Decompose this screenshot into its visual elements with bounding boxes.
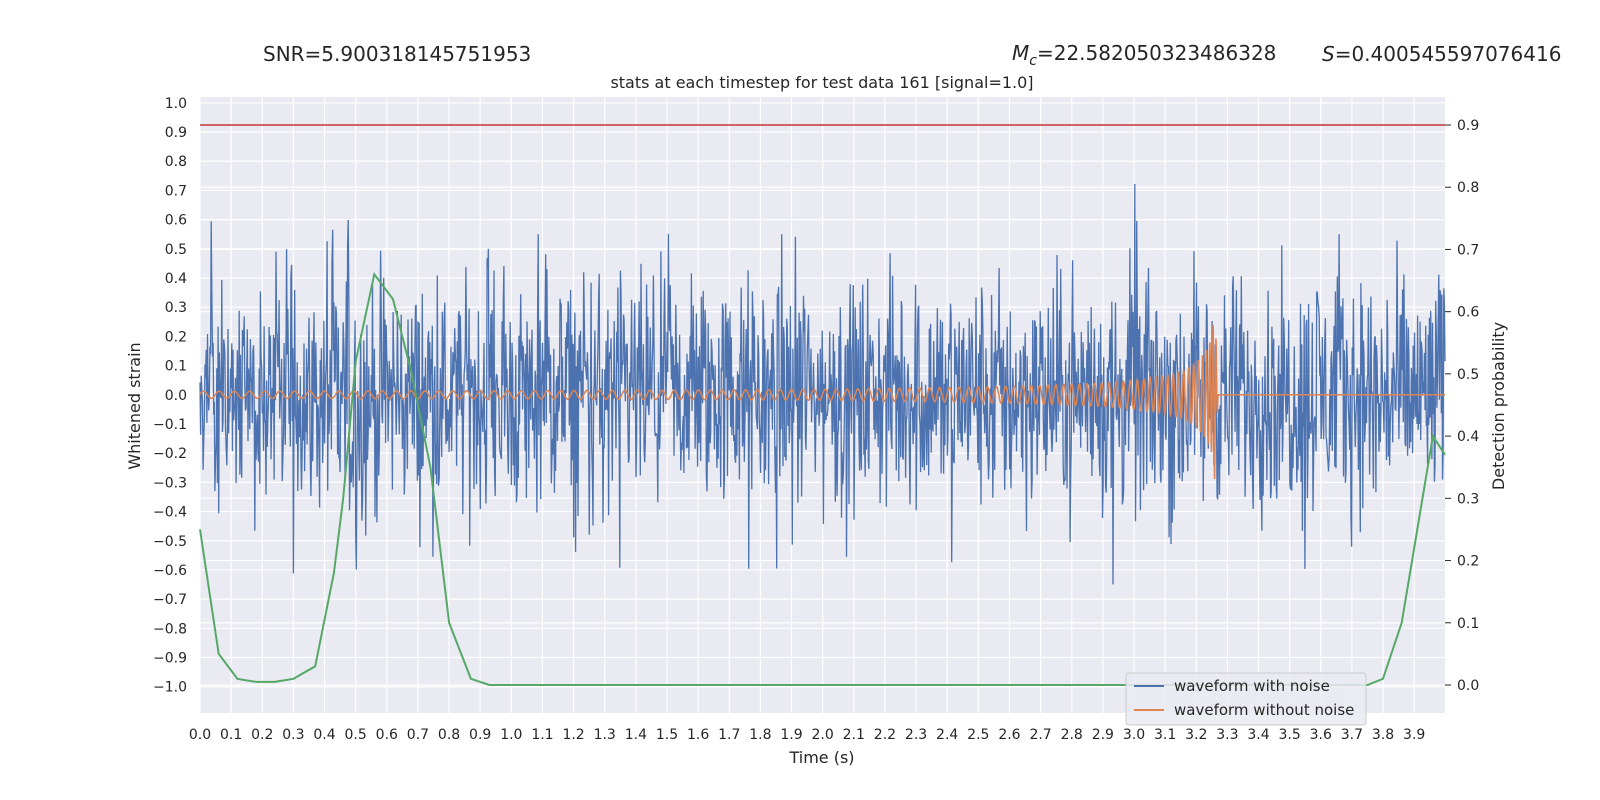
x-tick-label: 0.2	[251, 727, 273, 743]
y2-tick-label: 0.8	[1457, 180, 1479, 196]
x-tick-label: 1.6	[687, 727, 709, 743]
snr-text: SNR=5.900318145751953	[263, 42, 532, 66]
x-tick-label: 0.0	[189, 727, 211, 743]
x-tick-label: 3.6	[1310, 727, 1332, 743]
y-tick-label: −0.6	[153, 563, 187, 579]
y-tick-label: −0.8	[153, 621, 187, 637]
y-tick-label: 1.0	[165, 96, 187, 112]
spin-symbol: S	[1322, 42, 1335, 66]
x-tick-label: 2.7	[1029, 727, 1051, 743]
y-tick-label: −0.9	[153, 651, 187, 667]
x-tick-label: 2.1	[843, 727, 865, 743]
x-tick-label: 3.0	[1123, 727, 1145, 743]
chirp-mass-label: Mc=22.582050323486328	[1012, 41, 1276, 69]
x-tick-label: 0.7	[407, 727, 429, 743]
y-tick-label: −0.5	[153, 534, 187, 550]
x-tick-label: 2.3	[905, 727, 927, 743]
y-tick-label: −0.7	[153, 592, 187, 608]
x-tick-label: 0.5	[345, 727, 367, 743]
legend: waveform with noise waveform without noi…	[1125, 672, 1367, 726]
waveform-without-noise-line	[199, 324, 1445, 480]
chart-title: stats at each timestep for test data 161…	[610, 73, 1033, 92]
waveform-with-noise-line	[199, 183, 1446, 585]
x-tick-label: 0.9	[469, 727, 491, 743]
x-tick-label: 1.2	[562, 727, 584, 743]
spin-value: =0.400545597076416	[1334, 42, 1562, 66]
y2-tick-label: 0.1	[1457, 616, 1479, 632]
y-tick-label: −0.4	[153, 505, 187, 521]
x-tick-label: 2.2	[874, 727, 896, 743]
spin-label: S=0.400545597076416	[1322, 42, 1561, 66]
x-tick-label: 3.2	[1185, 727, 1207, 743]
y-tick-label: 0.5	[165, 242, 187, 258]
y-tick-label: 0.7	[165, 183, 187, 199]
y-tick-label: 0.3	[165, 300, 187, 316]
chirp-mass-symbol: M	[1012, 41, 1030, 65]
y2-tick-label: 0.7	[1457, 242, 1479, 258]
y-axis-ticks: 1.0 0.9 0.8 0.7 0.6 0.5 0.4 0.3 0.2 0.1 0.0 −0.1 −0.…	[153, 96, 187, 696]
y2-axis-label: Detection probability	[1489, 322, 1508, 490]
x-tick-label: 0.3	[282, 727, 304, 743]
legend-label-waveform-with-noise: waveform with noise	[1174, 677, 1330, 695]
x-tick-label: 0.1	[220, 727, 242, 743]
x-tick-label: 3.7	[1341, 727, 1363, 743]
detection-probability-line	[199, 271, 1446, 686]
x-tick-label: 0.6	[376, 727, 398, 743]
x-tick-label: 0.4	[313, 727, 335, 743]
x-tick-label: 3.5	[1279, 727, 1301, 743]
x-tick-label: 3.3	[1216, 727, 1238, 743]
x-tick-label: 1.1	[531, 727, 553, 743]
series-waveform-with-noise	[199, 183, 1446, 585]
x-tick-label: 3.4	[1247, 727, 1269, 743]
y2-tick-label: 0.4	[1457, 429, 1479, 445]
x-axis-label: Time (s)	[788, 748, 854, 767]
y2-tick-label: 0.2	[1457, 554, 1479, 570]
snr-label: SNR=5.900318145751953	[263, 42, 531, 66]
y-tick-label: −0.2	[153, 446, 187, 462]
y-tick-label: 0.4	[165, 271, 187, 287]
y-axis-label: Whitened strain	[125, 342, 144, 469]
x-tick-label: 3.8	[1372, 727, 1394, 743]
y-tick-label: 0.9	[165, 125, 187, 141]
y-tick-label: 0.0	[165, 388, 187, 404]
y2-tick-label: 0.5	[1457, 367, 1479, 383]
x-tick-label: 2.8	[1061, 727, 1083, 743]
x-tick-label: 2.9	[1092, 727, 1114, 743]
x-tick-label: 1.5	[656, 727, 678, 743]
y2-tick-label: 0.3	[1457, 491, 1479, 507]
series-detection-probability	[199, 271, 1446, 686]
x-tick-label: 1.0	[500, 727, 522, 743]
x-tick-label: 3.9	[1403, 727, 1425, 743]
legend-label-waveform-without-noise: waveform without noise	[1174, 701, 1354, 719]
x-tick-label: 1.8	[749, 727, 771, 743]
chirp-mass-value: =22.582050323486328	[1036, 41, 1277, 65]
x-tick-label: 2.0	[812, 727, 834, 743]
y-tick-label: −0.3	[153, 475, 187, 491]
x-tick-label: 2.5	[967, 727, 989, 743]
series-waveform-without-noise	[199, 324, 1445, 480]
y-tick-label: 0.8	[165, 154, 187, 170]
x-tick-label: 1.9	[780, 727, 802, 743]
x-axis-ticks: 0.0 0.1 0.2 0.3 0.4 0.5 0.6 0.7 0.8 0.9 1.0 1.1 1.2 1…	[189, 727, 1425, 743]
y2-tick-label: 0.6	[1457, 305, 1479, 321]
y2-axis-ticks: 0.9 0.8 0.7 0.6 0.5 0.4 0.3 0.2 0.1 0.0	[1445, 118, 1479, 694]
y2-tick-label: 0.0	[1457, 678, 1479, 694]
x-tick-label: 2.6	[998, 727, 1020, 743]
y-tick-label: 0.2	[165, 329, 187, 345]
y-tick-label: −1.0	[153, 680, 187, 696]
x-tick-label: 1.7	[718, 727, 740, 743]
x-tick-label: 0.8	[438, 727, 460, 743]
x-tick-label: 3.1	[1154, 727, 1176, 743]
y-tick-label: −0.1	[153, 417, 187, 433]
y2-tick-label: 0.9	[1457, 118, 1479, 134]
x-tick-label: 2.4	[936, 727, 958, 743]
y-tick-label: 0.1	[165, 359, 187, 375]
chirp-mass-subscript: c	[1029, 53, 1037, 69]
x-tick-label: 1.3	[594, 727, 616, 743]
y-tick-label: 0.6	[165, 213, 187, 229]
legend-box	[1125, 672, 1367, 726]
x-tick-label: 1.4	[625, 727, 647, 743]
